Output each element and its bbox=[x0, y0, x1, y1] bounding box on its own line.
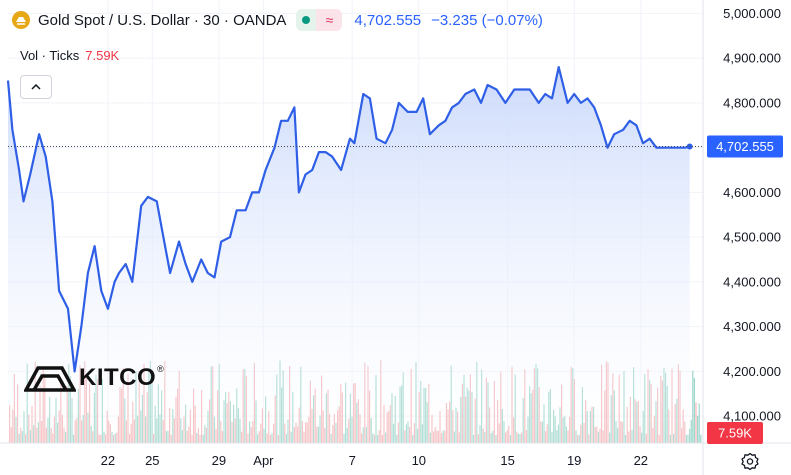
x-tick-label: 22 bbox=[634, 453, 648, 468]
y-tick-label: 4,600.000 bbox=[723, 185, 781, 200]
y-tick-label: 4,900.000 bbox=[723, 51, 781, 66]
last-price: 4,702.555 bbox=[354, 11, 422, 29]
x-tick-label: 25 bbox=[145, 453, 159, 468]
x-tick-label: Apr bbox=[253, 453, 274, 468]
x-tick-label: 19 bbox=[567, 453, 581, 468]
volume-bar bbox=[692, 370, 694, 443]
volume-badge-text: 7.59K bbox=[718, 426, 752, 441]
volume-bar bbox=[697, 415, 699, 443]
last-price-badge bbox=[707, 135, 783, 158]
price-change: −3.235 (−0.07%) bbox=[431, 11, 543, 29]
y-tick-label: 4,500.000 bbox=[723, 230, 781, 245]
x-tick-label: 29 bbox=[212, 453, 226, 468]
x-tick-label: 15 bbox=[500, 453, 514, 468]
logo-text: KITCO bbox=[79, 364, 157, 391]
y-tick-label: 4,800.000 bbox=[723, 95, 781, 110]
volume-value: 7.59K bbox=[85, 48, 120, 63]
y-tick-label: 5,000.000 bbox=[723, 6, 781, 21]
price-badges: 4,702.555 7.59K bbox=[707, 135, 783, 444]
volume-label: Vol · Ticks bbox=[20, 48, 80, 63]
chart-settings-button[interactable] bbox=[741, 452, 759, 475]
price-area bbox=[8, 67, 690, 443]
gold-spot-icon bbox=[12, 11, 30, 29]
y-tick-label: 4,200.000 bbox=[723, 364, 781, 379]
market-status[interactable]: ≈ bbox=[296, 9, 343, 31]
volume-legend[interactable]: Vol · Ticks 7.59K bbox=[20, 48, 119, 63]
market-open-icon bbox=[296, 9, 317, 31]
chart-header: Gold Spot / U.S. Dollar · 30 · OANDA ≈ 4… bbox=[12, 8, 543, 32]
logo-registered-mark: ® bbox=[157, 364, 164, 374]
volume-bar bbox=[690, 419, 692, 443]
price-area-fill bbox=[8, 67, 690, 443]
x-tick-label: 22 bbox=[101, 453, 115, 468]
y-tick-label: 4,400.000 bbox=[723, 274, 781, 289]
last-price-badge-text: 4,702.555 bbox=[716, 139, 774, 154]
wave-icon: ≈ bbox=[316, 9, 343, 31]
x-tick-label: 10 bbox=[412, 453, 426, 468]
gear-icon bbox=[741, 452, 759, 471]
collapse-legend-button[interactable] bbox=[20, 75, 52, 99]
kitco-logo-mark bbox=[24, 366, 76, 392]
y-tick-label: 4,300.000 bbox=[723, 319, 781, 334]
kitco-logo: KITCO ® bbox=[24, 364, 164, 392]
chevron-up-icon bbox=[31, 84, 41, 90]
volume-bar bbox=[700, 434, 702, 443]
price-line bbox=[6, 66, 703, 373]
volume-badge bbox=[707, 422, 763, 444]
symbol-title[interactable]: Gold Spot / U.S. Dollar · 30 · OANDA bbox=[38, 11, 287, 29]
volume-bar bbox=[695, 402, 697, 443]
x-tick-label: 7 bbox=[349, 453, 356, 468]
volume-bar bbox=[693, 377, 695, 443]
price-series-line[interactable] bbox=[6, 66, 690, 373]
y-tick-label: 4,100.000 bbox=[723, 409, 781, 424]
volume-bar bbox=[698, 403, 700, 443]
